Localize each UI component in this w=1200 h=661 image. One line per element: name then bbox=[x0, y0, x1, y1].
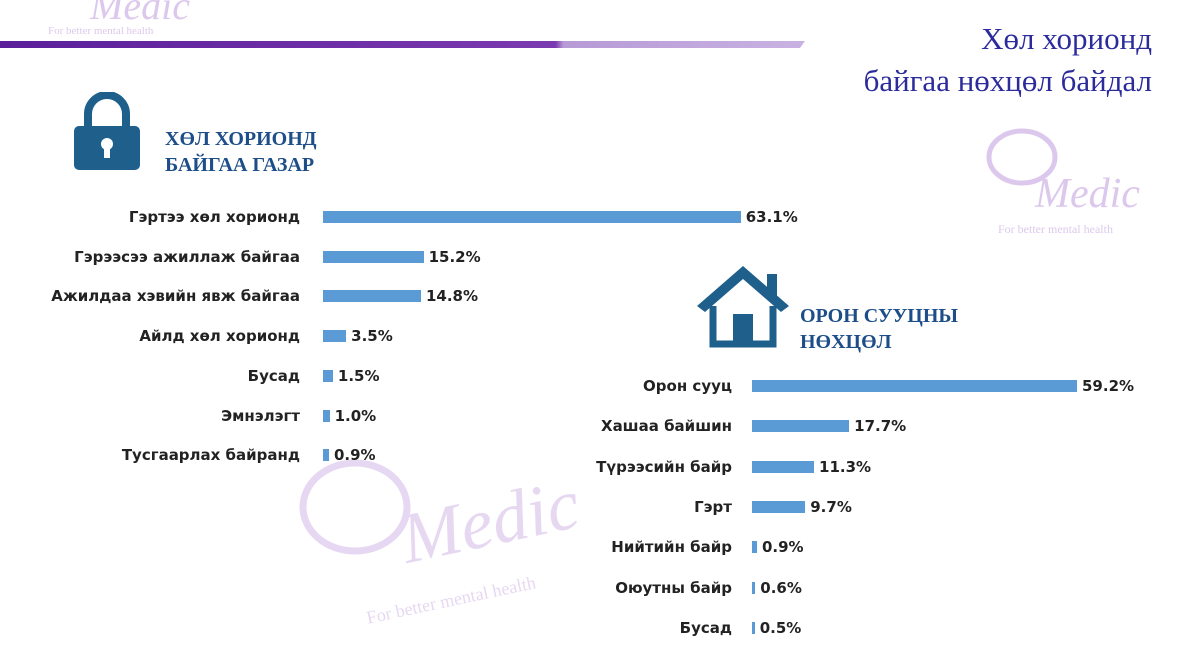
value-label: 0.5% bbox=[759, 618, 802, 637]
slide-title: Хөл хорионд байгаа нөхцөл байдал bbox=[864, 18, 1152, 102]
bar bbox=[323, 409, 330, 422]
value-label: 14.8% bbox=[425, 287, 479, 306]
bar bbox=[752, 621, 755, 634]
chart-title: ОРОН СУУЦНЫ НӨХЦӨЛ bbox=[800, 305, 959, 353]
watermark-brand: Medic bbox=[1035, 171, 1140, 217]
value-label: 59.2% bbox=[1082, 377, 1135, 395]
watermark-tagline: For better mental health bbox=[364, 572, 538, 628]
value-label: 0.9% bbox=[761, 538, 804, 557]
watermark-tagline: For better mental health bbox=[48, 25, 154, 37]
house-icon bbox=[697, 266, 789, 348]
bar bbox=[752, 420, 850, 433]
category-label: Гэрээсээ ажиллаж байгаа bbox=[74, 247, 300, 266]
bar bbox=[752, 500, 806, 513]
watermark-brand: Medic bbox=[90, 0, 190, 28]
bar bbox=[752, 380, 1077, 392]
value-label: 3.5% bbox=[351, 327, 393, 346]
value-label: 0.6% bbox=[760, 578, 802, 597]
category-label: Айлд хөл хорионд bbox=[139, 327, 300, 346]
value-label: 1.5% bbox=[337, 366, 380, 385]
category-label: Ажилдаа хэвийн явж байгаа bbox=[51, 287, 300, 306]
brain-icon bbox=[986, 128, 1058, 186]
category-label: Хашаа байшин bbox=[601, 417, 732, 436]
bar bbox=[323, 449, 329, 462]
bar bbox=[752, 541, 757, 554]
watermark-brand: Medic bbox=[393, 463, 587, 579]
value-label: 15.2% bbox=[428, 247, 481, 266]
bar bbox=[752, 581, 756, 594]
bar bbox=[323, 330, 347, 343]
value-label: 11.3% bbox=[819, 457, 872, 476]
bar bbox=[323, 369, 333, 382]
header-rule bbox=[0, 41, 805, 48]
value-label: 9.7% bbox=[810, 497, 852, 516]
category-label: Гэртээ хөл хорионд bbox=[128, 208, 300, 226]
bar bbox=[323, 290, 421, 303]
category-label: Оюутны байр bbox=[615, 578, 732, 597]
category-label: Түрээсийн байр bbox=[596, 457, 732, 476]
bar bbox=[752, 460, 815, 473]
category-label: Бусад bbox=[679, 618, 732, 637]
value-label: 63.1% bbox=[745, 208, 798, 226]
value-label: 0.9% bbox=[333, 446, 376, 465]
value-label: 1.0% bbox=[334, 406, 377, 425]
chart-title: ХӨЛ ХОРИОНД БАЙГАА ГАЗАР bbox=[165, 128, 317, 176]
value-label: 17.7% bbox=[854, 417, 907, 436]
brain-icon bbox=[299, 459, 411, 555]
bar bbox=[323, 211, 741, 223]
watermark-tagline: For better mental health bbox=[998, 222, 1113, 236]
title-line: байгаа нөхцөл байдал bbox=[863, 63, 1152, 98]
title-line: Хөл хорионд bbox=[981, 21, 1152, 56]
category-label: Бусад bbox=[247, 366, 300, 385]
category-label: Эмнэлэгт bbox=[221, 406, 300, 425]
lock-icon bbox=[74, 92, 140, 170]
category-label: Тусгаарлах байранд bbox=[121, 446, 300, 465]
category-label: Орон сууц bbox=[643, 377, 732, 395]
category-label: Нийтийн байр bbox=[611, 538, 732, 557]
bar bbox=[323, 250, 424, 263]
category-label: Гэрт bbox=[694, 497, 732, 516]
